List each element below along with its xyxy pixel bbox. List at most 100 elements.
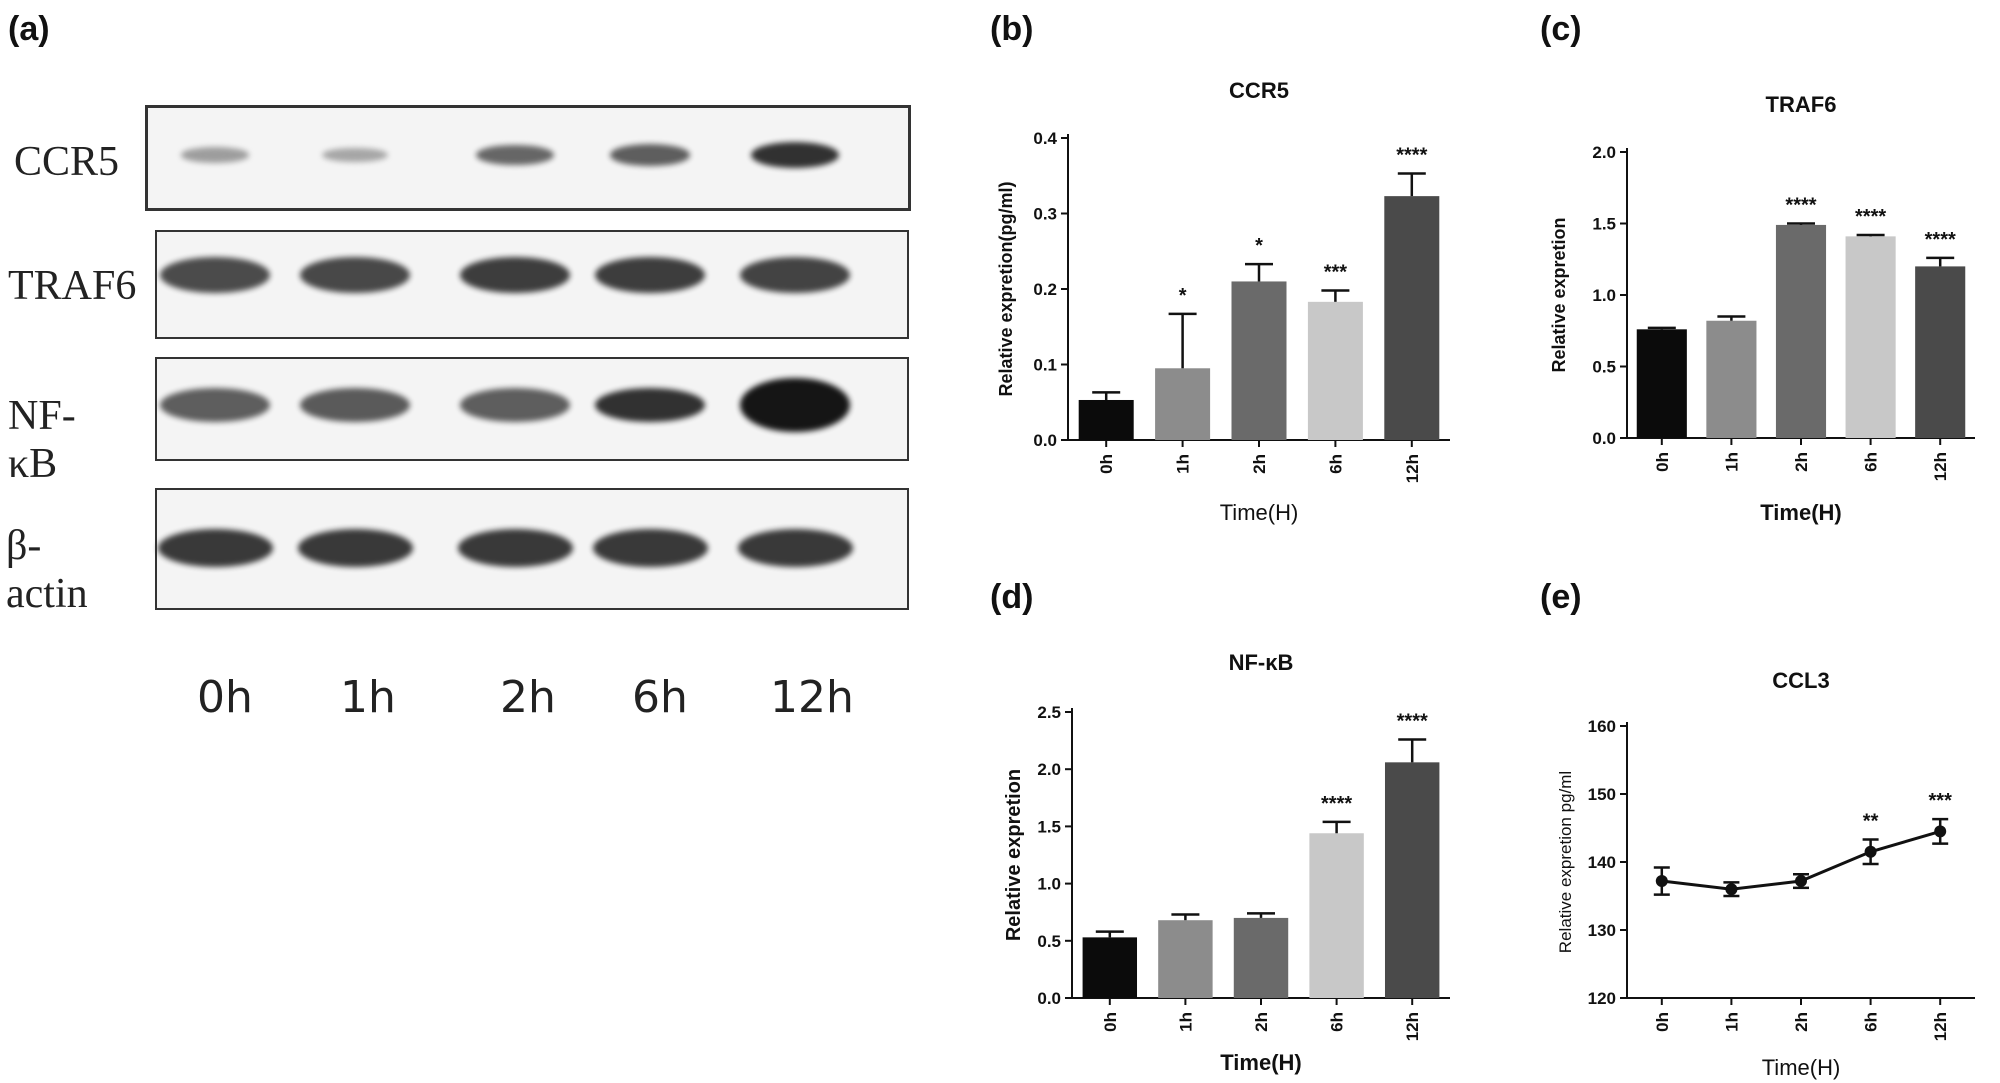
x-axis-label: Time(H) [1220,1050,1302,1075]
significance-marker: *** [1929,790,1953,812]
blot-row-label-beta-actin: β-actin [6,523,88,617]
y-tick-label: 0.0 [1033,431,1057,450]
panel-letter-d: (d) [990,578,1034,616]
y-tick-label: 0.3 [1033,205,1057,224]
lane-label-12h: 12h [770,672,854,723]
blot-band [737,529,853,567]
bar [1636,329,1687,438]
significance-marker: *** [1324,262,1348,284]
x-tick-label: 1h [1722,1012,1741,1032]
bar [1082,937,1138,998]
significance-marker: * [1255,235,1263,257]
x-tick-label: 0h [1653,1012,1672,1032]
significance-marker: **** [1397,710,1428,732]
bar [1155,368,1211,440]
blot-band [460,257,570,293]
blot-band [595,257,705,293]
y-axis-label: Relative expretion(pg/ml) [996,181,1016,396]
blot-band [300,388,410,422]
x-tick-label: 2h [1250,454,1269,474]
blot-band [457,529,573,567]
y-tick-label: 1.0 [1592,286,1616,305]
y-tick-label: 2.5 [1037,703,1061,722]
bar [1231,281,1287,440]
panel-letter-a: (a) [8,10,50,48]
chart-title: CCR5 [1229,78,1289,103]
y-tick-label: 2.0 [1592,143,1616,162]
x-tick-label: 1h [1176,1012,1195,1032]
x-tick-label: 0h [1101,1012,1120,1032]
y-tick-label: 1.5 [1037,817,1061,836]
y-tick-label: 0.5 [1037,932,1061,951]
y-tick-label: 0.2 [1033,280,1057,299]
x-tick-label: 0h [1097,454,1116,474]
x-tick-label: 12h [1931,1012,1950,1041]
chart-ccr5: CCR5 0.0 0.1 0.2 0.3 0.4 Relative expretion(pg… [996,78,1450,525]
y-tick-label: 0.1 [1033,356,1057,375]
x-tick-label: 1h [1174,454,1193,474]
y-tick-label: 1.5 [1592,215,1616,234]
y-tick-label: 1.0 [1037,875,1061,894]
x-tick-label: 12h [1403,454,1422,483]
y-tick-label: 120 [1588,989,1616,1008]
blot-band [321,147,389,163]
lane-label-0h: 0h [197,672,253,723]
blot-band [592,529,708,567]
blot-band [595,388,705,422]
x-axis-label: Time(H) [1220,500,1299,525]
x-tick-label: 1h [1722,452,1741,472]
y-tick-label: 0.0 [1592,429,1616,448]
blot-band [750,141,840,169]
blot-band [297,529,413,567]
y-axis-label: Relative expretion pg/ml [1556,771,1575,953]
y-tick-label: 2.0 [1037,760,1061,779]
blot-band [160,388,270,422]
bar [1775,224,1827,438]
blot-row-label-ccr5: CCR5 [14,139,120,185]
chart-nfkb: NF-κB 0.0 0.5 1.0 1.5 2.0 2.5 Relative expretio… [1003,650,1450,1075]
x-tick-label: 2h [1252,1012,1271,1032]
blot-band [300,257,410,293]
y-tick-label: 130 [1588,921,1616,940]
bar [1307,301,1363,440]
blot-band [475,144,555,166]
x-tick-label: 6h [1862,452,1881,472]
lane-label-2h: 2h [500,672,556,723]
lane-label-6h: 6h [632,672,688,723]
significance-marker: **** [1321,793,1352,815]
bar [1078,399,1134,440]
blot-band [181,147,249,163]
significance-marker: ** [1863,811,1879,833]
blot-row-label-traf6: TRAF6 [8,263,137,309]
chart-title: TRAF6 [1766,92,1837,117]
significance-marker: **** [1396,144,1427,166]
bar [1384,196,1440,440]
data-point [1795,875,1807,888]
y-axis-label: Relative expretion [1549,217,1569,372]
data-point [1864,845,1877,858]
bar [1233,917,1289,998]
y-tick-label: 0.5 [1592,358,1616,377]
blot-band [740,377,850,433]
significance-marker: * [1179,285,1187,307]
y-tick-label: 160 [1588,717,1616,736]
x-tick-label: 0h [1653,452,1672,472]
x-tick-label: 2h [1792,1012,1811,1032]
data-point [1725,883,1738,896]
bar [1915,266,1966,438]
significance-marker: **** [1925,229,1956,251]
x-tick-label: 6h [1862,1012,1881,1032]
blot-band [460,388,570,422]
x-tick-label: 12h [1931,452,1950,481]
blot-row-label-nfkb: NF-κB [8,393,76,487]
y-tick-label: 0.4 [1033,129,1057,148]
significance-marker: **** [1785,195,1816,217]
bar [1384,762,1440,998]
blot-band [610,144,690,166]
bar [1309,833,1364,998]
y-tick-label: 150 [1588,785,1616,804]
bar [1158,920,1213,998]
blot-band [160,257,270,293]
x-tick-label: 12h [1403,1012,1422,1041]
x-tick-label: 6h [1326,454,1345,474]
